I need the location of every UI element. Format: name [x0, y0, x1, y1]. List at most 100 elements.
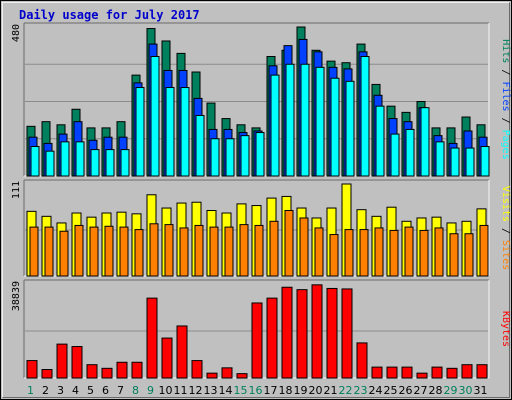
bar-kbytes-day-31 — [476, 364, 488, 379]
bar-sites-day-23 — [359, 229, 369, 277]
panel-1-legend-part-3: Files — [500, 81, 511, 111]
x-tick-label-day-11: 11 — [174, 384, 188, 397]
x-tick-label-day-29: 29 — [444, 384, 458, 397]
x-tick-label-day-25: 25 — [384, 384, 398, 397]
x-tick-label-day-10: 10 — [159, 384, 173, 397]
bar-kbytes-day-11 — [176, 325, 188, 379]
bar-sites-day-11 — [179, 227, 189, 277]
bar-kbytes-day-2 — [41, 369, 53, 379]
x-tick-label-day-7: 7 — [117, 384, 124, 397]
bar-kbytes-day-10 — [161, 337, 173, 379]
bar-pages-day-13 — [210, 138, 220, 177]
bar-kbytes-day-30 — [461, 364, 473, 379]
bar-kbytes-day-7 — [116, 361, 128, 379]
x-tick-label-day-6: 6 — [102, 384, 109, 397]
x-tick-label-day-14: 14 — [219, 384, 233, 397]
bar-kbytes-day-16 — [251, 302, 263, 379]
panel-1-legend-part-2: / — [500, 63, 511, 81]
x-tick-label-day-22: 22 — [339, 384, 353, 397]
bar-pages-day-29 — [450, 147, 460, 177]
bar-pages-day-16 — [255, 132, 265, 177]
x-tick-label-day-27: 27 — [414, 384, 428, 397]
x-tick-label-day-1: 1 — [27, 384, 34, 397]
bar-sites-day-3 — [59, 230, 69, 277]
bar-sites-day-12 — [194, 224, 204, 277]
bar-kbytes-day-5 — [86, 364, 98, 379]
bar-pages-day-22 — [345, 80, 355, 177]
x-tick-label-day-5: 5 — [87, 384, 94, 397]
bar-sites-day-26 — [404, 226, 414, 277]
bar-pages-day-7 — [120, 149, 130, 177]
x-tick-label-day-21: 21 — [324, 384, 338, 397]
bar-kbytes-day-8 — [131, 361, 143, 379]
bar-kbytes-day-21 — [326, 287, 338, 379]
bar-pages-day-9 — [150, 55, 160, 177]
x-tick-label-day-3: 3 — [57, 384, 64, 397]
bar-pages-day-4 — [75, 141, 85, 177]
bar-sites-day-17 — [269, 220, 279, 277]
bar-pages-day-5 — [90, 149, 100, 177]
bar-pages-day-3 — [60, 141, 70, 177]
bar-kbytes-day-27 — [416, 372, 428, 379]
bar-kbytes-day-14 — [221, 367, 233, 379]
bar-kbytes-day-1 — [26, 360, 38, 379]
panel-3-legend-part-1: KBytes — [500, 311, 511, 347]
bar-sites-day-7 — [119, 226, 129, 277]
bar-pages-day-21 — [330, 77, 340, 177]
bar-pages-day-26 — [405, 128, 415, 177]
bar-pages-day-23 — [360, 55, 370, 177]
bar-kbytes-day-15 — [236, 373, 248, 379]
bar-pages-day-31 — [480, 146, 490, 177]
bar-sites-day-29 — [449, 233, 459, 277]
bar-sites-day-18 — [284, 210, 294, 277]
panel-2-legend-label: Visits / Sites — [500, 186, 511, 270]
bar-pages-day-19 — [300, 63, 310, 177]
bar-sites-day-28 — [434, 227, 444, 277]
bar-kbytes-day-22 — [341, 288, 353, 379]
bar-pages-day-17 — [270, 74, 280, 177]
bar-kbytes-day-9 — [146, 297, 158, 379]
bar-pages-day-27 — [420, 107, 430, 177]
bar-pages-day-20 — [315, 66, 325, 177]
panel-3-legend-label: KBytes — [500, 311, 511, 347]
x-tick-label-day-8: 8 — [132, 384, 139, 397]
bar-sites-day-9 — [149, 223, 159, 277]
bar-sites-day-10 — [164, 224, 174, 277]
bar-kbytes-day-17 — [266, 297, 278, 379]
x-tick-label-day-30: 30 — [459, 384, 473, 397]
panel-2-ymax-label: 111 — [11, 181, 22, 199]
bar-sites-day-22 — [344, 229, 354, 277]
panel-1-legend-part-5: Pages — [500, 130, 511, 160]
x-tick-label-day-28: 28 — [429, 384, 443, 397]
bar-pages-day-25 — [390, 133, 400, 177]
x-tick-label-day-26: 26 — [399, 384, 413, 397]
bar-sites-day-19 — [299, 217, 309, 277]
bar-pages-day-11 — [180, 87, 190, 177]
bar-kbytes-day-6 — [101, 367, 113, 379]
panel-3-ymax-label: 38839 — [11, 281, 22, 311]
bar-pages-day-15 — [240, 135, 250, 177]
bar-sites-day-8 — [134, 229, 144, 277]
panel-2-legend-part-2: / — [500, 222, 511, 240]
bar-kbytes-day-29 — [446, 367, 458, 379]
panel-2-legend-part-1: Visits — [500, 186, 511, 222]
x-tick-label-day-16: 16 — [249, 384, 263, 397]
bar-kbytes-day-13 — [206, 372, 218, 379]
x-tick-label-day-19: 19 — [294, 384, 308, 397]
bar-pages-day-18 — [285, 63, 295, 177]
bar-sites-day-20 — [314, 227, 324, 277]
panel-1-legend-label: Hits / Files / Pages — [500, 39, 511, 159]
panel-1-legend-part-4: / — [500, 112, 511, 130]
bar-pages-day-10 — [165, 87, 175, 177]
bar-kbytes-day-25 — [386, 366, 398, 379]
bar-kbytes-day-19 — [296, 289, 308, 379]
bar-sites-day-25 — [389, 229, 399, 277]
chart-title: Daily usage for July 2017 — [19, 8, 200, 22]
x-tick-label-day-18: 18 — [279, 384, 293, 397]
x-tick-label-day-4: 4 — [72, 384, 79, 397]
bar-sites-day-14 — [224, 226, 234, 277]
bar-sites-day-27 — [419, 229, 429, 277]
bar-pages-day-14 — [225, 138, 235, 177]
bar-sites-day-1 — [29, 226, 39, 277]
x-tick-label-day-20: 20 — [309, 384, 323, 397]
